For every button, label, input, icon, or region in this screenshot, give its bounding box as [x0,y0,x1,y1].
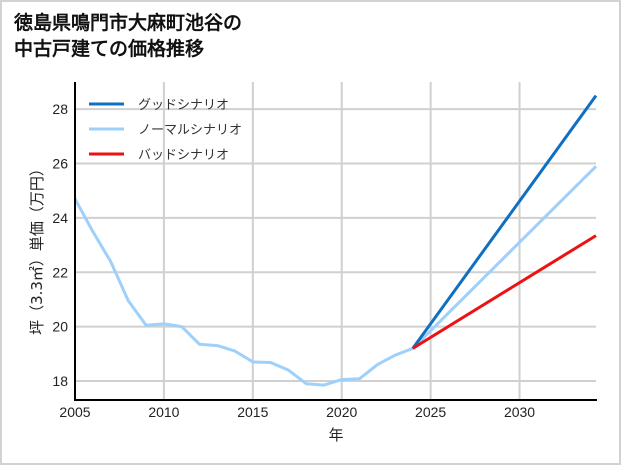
chart-title-line-2: 中古戸建ての価格推移 [14,38,205,60]
x-tick-label: 2030 [504,404,535,420]
series-line-2 [412,234,597,350]
legend-label: グッドシナリオ [138,98,229,113]
y-tick-label: 28 [52,101,68,117]
y-tick-label: 24 [52,210,68,226]
x-tick-label: 2015 [237,404,268,420]
series-lines [73,94,598,387]
x-tick-label: 2020 [326,404,357,420]
chart-title: 徳島県鳴門市大麻町池谷の 中古戸建ての価格推移 [14,10,242,62]
series-line-0 [411,94,598,350]
x-tick-labels: 2005 2010 2015 2020 2025 2030 [59,404,535,420]
y-tick-label: 26 [52,156,68,172]
chart-title-line-1: 徳島県鳴門市大麻町池谷の [14,12,243,34]
x-axis-label: 年 [328,426,343,444]
y-tick-label: 20 [52,319,68,335]
x-tick-label: 2025 [415,404,446,420]
series-line-1 [73,165,598,387]
y-tick-labels: 18 20 22 24 26 28 [52,101,68,389]
x-tick-label: 2010 [148,404,179,420]
y-tick-label: 22 [52,264,68,280]
y-axis-label: 坪（3.3㎡）単価（万円） [28,161,46,335]
legend-label: ノーマルシナリオ [138,123,242,138]
y-tick-label: 18 [52,373,68,389]
legend-label: バッドシナリオ [138,148,229,163]
x-tick-label: 2005 [59,404,90,420]
axes [74,82,597,401]
